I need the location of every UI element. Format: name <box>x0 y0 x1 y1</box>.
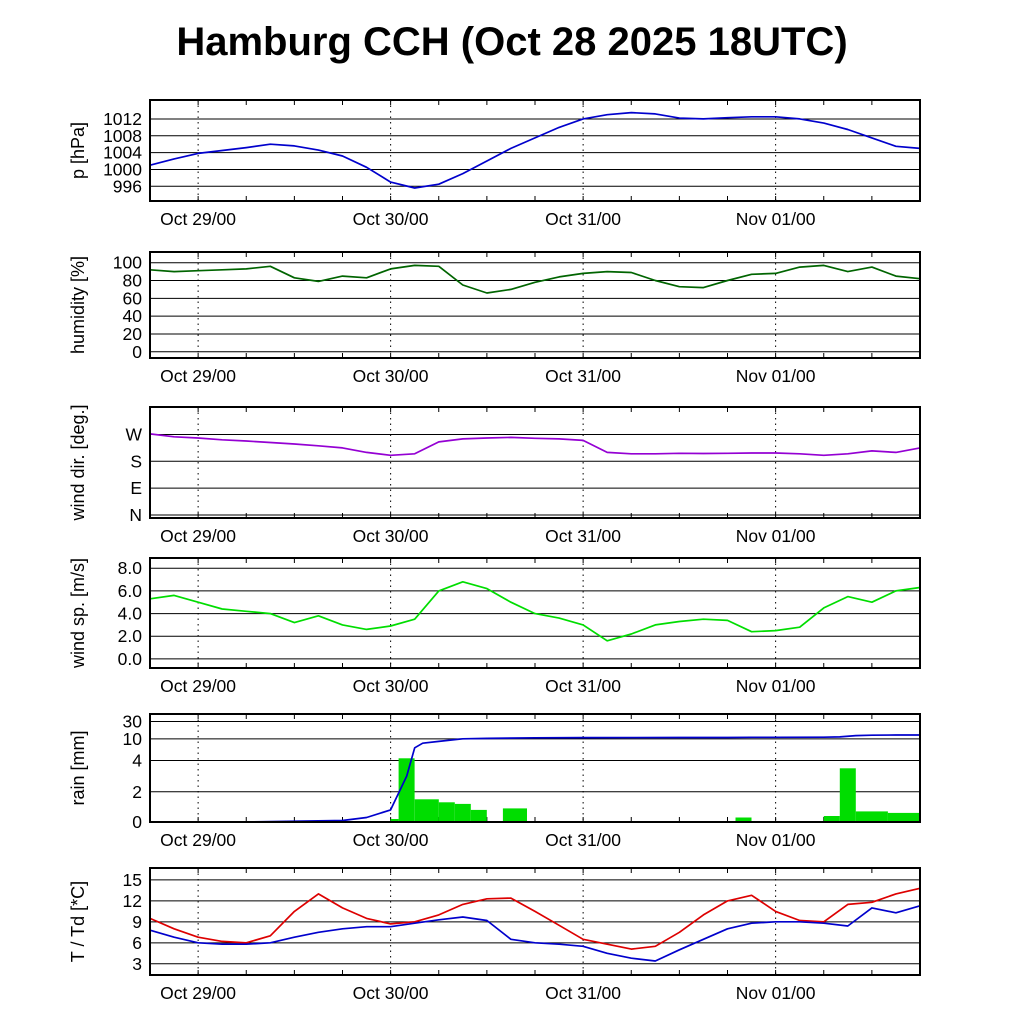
x-tick-label: Oct 31/00 <box>545 983 621 1003</box>
y-tick-label: 15 <box>123 870 142 890</box>
y-tick-label: 2 <box>132 782 142 802</box>
y-tick-label: W <box>125 425 142 445</box>
panel-frame <box>149 557 921 669</box>
series-accumulated-precipitation <box>149 734 921 823</box>
y-tick-label: 8.0 <box>118 558 143 578</box>
series-temperature-T <box>149 887 921 950</box>
x-tick-label: Oct 30/00 <box>353 983 429 1003</box>
y-tick-label: 6 <box>132 933 142 953</box>
x-tick-label: Oct 30/00 <box>353 830 429 850</box>
panel-wind-speed: 0.0 2.04.0 6.0 8.0 wind sp. [m/s] Oct 29/00 Oc… <box>68 557 921 696</box>
x-tick-label: Nov 01/00 <box>736 830 816 850</box>
y-tick-label: 9 <box>132 912 142 932</box>
series-pressure <box>149 111 921 189</box>
y-tick-label: 4 <box>132 750 142 770</box>
panel-frame <box>149 99 921 202</box>
x-tick-label: Oct 31/00 <box>545 526 621 546</box>
series-dewpoint-Td <box>149 904 921 962</box>
y-tick-label: 40 <box>123 306 143 326</box>
rain-bar <box>502 808 527 822</box>
x-tick-label: Oct 31/00 <box>545 209 621 229</box>
y-tick-label: 80 <box>123 271 143 291</box>
y-axis-title: wind sp. [m/s] <box>68 558 88 669</box>
y-tick-label: 100 <box>113 253 142 273</box>
x-tick-label: Oct 30/00 <box>353 526 429 546</box>
x-tick-label: Oct 31/00 <box>545 676 621 696</box>
x-tick-label: Oct 30/00 <box>353 676 429 696</box>
panel-frame <box>149 251 921 359</box>
rain-bar <box>454 803 471 822</box>
y-tick-label: 1008 <box>103 126 142 146</box>
x-tick-label: Nov 01/00 <box>736 209 816 229</box>
y-axis-title: p [hPa] <box>68 122 88 179</box>
y-tick-label: 0 <box>132 812 142 832</box>
series-wind-speed <box>149 580 921 642</box>
rain-bar <box>735 817 752 822</box>
y-tick-label: 3 <box>132 954 142 974</box>
y-tick-label: 1000 <box>103 159 142 179</box>
rain-bar <box>823 816 840 822</box>
rain-bar <box>390 819 399 822</box>
x-tick-label: Nov 01/00 <box>736 676 816 696</box>
chart-title: Hamburg CCH (Oct 28 2025 18UTC) <box>176 20 848 64</box>
series-relative-humidity <box>149 264 921 294</box>
x-tick-label: Oct 30/00 <box>353 209 429 229</box>
rain-bar <box>438 802 455 822</box>
series-wind-direction <box>149 433 921 457</box>
y-axis-title: rain [mm] <box>68 730 88 805</box>
rain-bar <box>887 812 920 822</box>
y-tick-label: S <box>130 451 142 471</box>
y-tick-label: 12 <box>123 891 142 911</box>
y-tick-label: 996 <box>113 176 142 196</box>
rain-bar <box>470 809 487 822</box>
y-tick-label: E <box>130 478 142 498</box>
rain-bar <box>839 768 856 822</box>
x-tick-label: Oct 29/00 <box>160 676 236 696</box>
rain-bar <box>855 811 888 822</box>
x-tick-label: Oct 29/00 <box>160 983 236 1003</box>
x-tick-label: Oct 29/00 <box>160 366 236 386</box>
y-tick-label: 20 <box>123 324 143 344</box>
x-tick-label: Oct 31/00 <box>545 366 621 386</box>
y-tick-label: N <box>129 505 142 525</box>
x-tick-label: Oct 31/00 <box>545 830 621 850</box>
panel-frame <box>149 713 921 823</box>
y-tick-label: 0.0 <box>118 649 143 669</box>
y-tick-label: 30 <box>123 712 143 732</box>
y-axis-title: humidity [%] <box>68 256 88 354</box>
x-tick-label: Oct 29/00 <box>160 209 236 229</box>
y-tick-label: 60 <box>123 288 143 308</box>
x-tick-label: Nov 01/00 <box>736 366 816 386</box>
panel-frame <box>149 867 921 976</box>
y-tick-label: 4.0 <box>118 604 143 624</box>
y-tick-label: 6.0 <box>118 581 143 601</box>
y-tick-label: 10 <box>123 729 143 749</box>
x-tick-label: Oct 30/00 <box>353 366 429 386</box>
y-tick-label: 0 <box>132 342 142 362</box>
rain-bar <box>398 758 415 822</box>
y-axis-title: wind dir. [deg.] <box>68 404 88 521</box>
x-tick-label: Nov 01/00 <box>736 526 816 546</box>
y-tick-label: 1012 <box>103 109 142 129</box>
y-axis-title: T / Td [*C] <box>68 881 88 962</box>
x-tick-label: Nov 01/00 <box>736 983 816 1003</box>
y-tick-label: 1004 <box>103 143 142 163</box>
x-tick-label: Oct 29/00 <box>160 526 236 546</box>
rain-bar <box>414 799 439 822</box>
x-tick-label: Oct 29/00 <box>160 830 236 850</box>
y-tick-label: 2.0 <box>118 626 143 646</box>
panel-frame <box>149 406 921 519</box>
